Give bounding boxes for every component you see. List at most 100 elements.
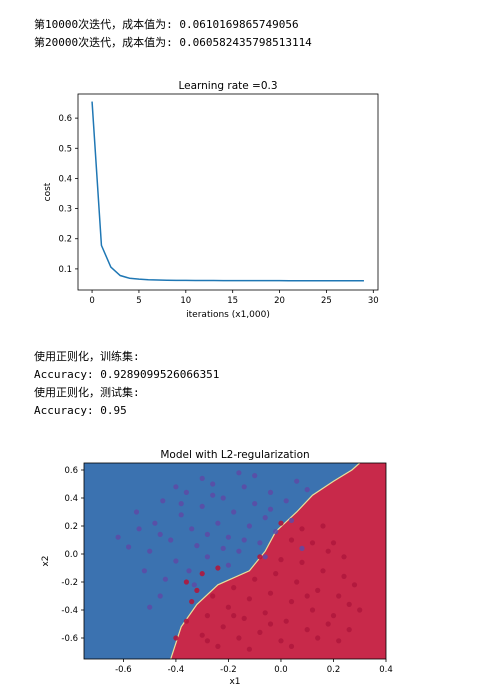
scatter-point-class0 bbox=[147, 605, 152, 610]
scatter-point-class1 bbox=[341, 574, 346, 579]
scatter-point-class0 bbox=[268, 507, 273, 512]
x-tick-label: 0.0 bbox=[274, 665, 288, 675]
x-tick-label: 10 bbox=[180, 296, 191, 306]
scatter-point-class0 bbox=[210, 493, 215, 498]
x-tick-label: -0.6 bbox=[115, 665, 132, 675]
y-tick-label: 0.5 bbox=[58, 144, 72, 154]
x-tick-label: 25 bbox=[321, 296, 332, 306]
scatter-point-class1 bbox=[205, 613, 210, 618]
scatter-point-class0 bbox=[284, 498, 289, 503]
scatter-point-class0 bbox=[221, 546, 226, 551]
scatter-point-class0 bbox=[200, 504, 205, 509]
scatter-point-class1 bbox=[320, 523, 325, 528]
x-tick-label: 5 bbox=[136, 296, 141, 306]
scatter-point-class1 bbox=[184, 579, 189, 584]
scatter-point-class1 bbox=[173, 635, 178, 640]
scatter-point-class1 bbox=[221, 624, 226, 629]
scatter-point-class1 bbox=[200, 633, 205, 638]
scatter-point-class0 bbox=[194, 543, 199, 548]
scatter-point-class1 bbox=[278, 638, 283, 643]
scatter-point-class1 bbox=[289, 537, 294, 542]
y-tick-label: 0.6 bbox=[64, 466, 78, 476]
scatter-point-class1 bbox=[320, 568, 325, 573]
scatter-point-class1 bbox=[194, 588, 199, 593]
x-tick-label: -0.2 bbox=[220, 665, 237, 675]
scatter-point-class1 bbox=[347, 627, 352, 632]
scatter-point-class0 bbox=[160, 498, 165, 503]
scatter-point-class0 bbox=[137, 526, 142, 531]
scatter-point-class0 bbox=[221, 495, 226, 500]
scatter-point-class0 bbox=[226, 535, 231, 540]
scatter-point-class1 bbox=[268, 591, 273, 596]
scatter-point-class1 bbox=[257, 554, 262, 559]
scatter-point-class0 bbox=[252, 501, 257, 506]
scatter-point-class0 bbox=[305, 487, 310, 492]
scatter-point-class1 bbox=[236, 635, 241, 640]
y-tick-label: 0.2 bbox=[64, 522, 78, 532]
scatter-point-class1 bbox=[315, 635, 320, 640]
scatter-point-class0 bbox=[134, 509, 139, 514]
scatter-point-class0 bbox=[299, 546, 304, 551]
scatter-point-class0 bbox=[158, 532, 163, 537]
scatter-point-class0 bbox=[226, 563, 231, 568]
scatter-point-class1 bbox=[326, 621, 331, 626]
y-tick-label: -0.4 bbox=[61, 606, 78, 616]
scatter-point-class1 bbox=[278, 557, 283, 562]
scatter-point-class1 bbox=[294, 579, 299, 584]
scatter-point-class0 bbox=[242, 537, 247, 542]
scatter-point-class0 bbox=[186, 568, 191, 573]
scatter-point-class0 bbox=[147, 549, 152, 554]
plot-area bbox=[84, 463, 386, 659]
scatter-point-class1 bbox=[299, 526, 304, 531]
scatter-point-class1 bbox=[231, 613, 236, 618]
scatter-point-class0 bbox=[200, 476, 205, 481]
scatter-point-class1 bbox=[289, 644, 294, 649]
x-tick-label: 15 bbox=[227, 296, 238, 306]
scatter-point-class1 bbox=[331, 613, 336, 618]
scatter-point-class0 bbox=[236, 470, 241, 475]
scatter-point-class1 bbox=[310, 607, 315, 612]
y-axis-label: cost bbox=[43, 182, 53, 201]
scatter-point-class0 bbox=[158, 593, 163, 598]
scatter-point-class0 bbox=[252, 473, 257, 478]
scatter-point-class1 bbox=[263, 610, 268, 615]
scatter-point-class0 bbox=[126, 544, 131, 549]
scatter-point-class1 bbox=[205, 638, 210, 643]
scatter-point-class1 bbox=[215, 644, 220, 649]
x-axis-label: x1 bbox=[229, 677, 240, 687]
scatter-point-class0 bbox=[263, 554, 268, 559]
chart-title: Model with L2-regularization bbox=[160, 449, 309, 461]
scatter-point-class1 bbox=[284, 619, 289, 624]
y-tick-label: 0.4 bbox=[58, 174, 72, 184]
scatter-point-class1 bbox=[315, 588, 320, 593]
x-tick-label: 20 bbox=[274, 296, 285, 306]
y-tick-label: 0.6 bbox=[58, 114, 72, 124]
scatter-point-class0 bbox=[189, 526, 194, 531]
scatter-point-class1 bbox=[278, 521, 283, 526]
scatter-point-class1 bbox=[257, 630, 262, 635]
y-axis-label: x2 bbox=[41, 555, 51, 566]
scatter-point-class1 bbox=[305, 593, 310, 598]
scatter-point-class1 bbox=[336, 593, 341, 598]
scatter-point-class0 bbox=[289, 518, 294, 523]
scatter-point-class0 bbox=[173, 484, 178, 489]
scatter-point-class1 bbox=[273, 571, 278, 576]
chart-title: Learning rate =0.3 bbox=[178, 80, 277, 92]
scatter-point-class0 bbox=[273, 529, 278, 534]
scatter-point-class0 bbox=[168, 537, 173, 542]
scatter-point-class0 bbox=[152, 521, 157, 526]
scatter-point-class0 bbox=[247, 523, 252, 528]
y-tick-label: 0.1 bbox=[58, 265, 72, 275]
scatter-point-class0 bbox=[236, 549, 241, 554]
scatter-point-class1 bbox=[326, 549, 331, 554]
scatter-point-class0 bbox=[242, 484, 247, 489]
scatter-point-class0 bbox=[179, 512, 184, 517]
scatter-point-class1 bbox=[357, 607, 362, 612]
scatter-point-class1 bbox=[268, 621, 273, 626]
scatter-point-class0 bbox=[179, 501, 184, 506]
scatter-point-class0 bbox=[210, 481, 215, 486]
scatter-point-class0 bbox=[263, 515, 268, 520]
scatter-point-class0 bbox=[192, 582, 197, 587]
scatter-point-class1 bbox=[210, 593, 215, 598]
